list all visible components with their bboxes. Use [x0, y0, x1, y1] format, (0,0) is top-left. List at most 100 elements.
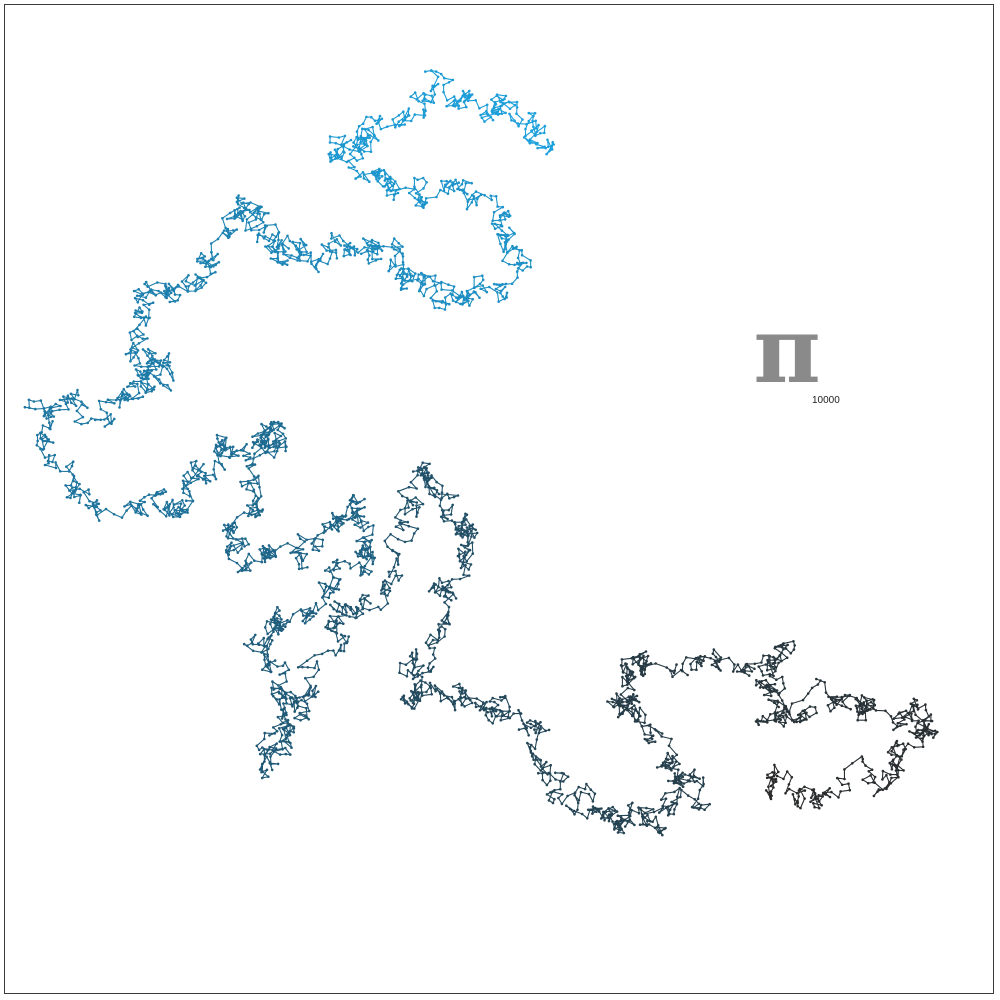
walk-dot [455, 296, 458, 300]
walk-dot [369, 556, 373, 559]
walk-dot [699, 661, 703, 665]
walk-dot [823, 681, 826, 684]
walk-dot [164, 291, 168, 295]
walk-dot [338, 567, 342, 570]
walk-dot [214, 270, 217, 274]
walk-dot [461, 686, 464, 690]
walk-dot [283, 696, 287, 700]
walk-dot [445, 616, 449, 620]
walk-dot [415, 652, 419, 655]
walk-dot [394, 277, 398, 281]
walk-dot [452, 95, 456, 98]
walk-dot [689, 775, 693, 778]
walk-dot [473, 197, 476, 201]
walk-dot [69, 496, 72, 500]
walk-dot [146, 368, 149, 372]
walk-dot [519, 712, 523, 715]
walk-dot [708, 802, 711, 806]
walk-dot [339, 244, 343, 247]
walk-dot [276, 257, 279, 260]
walk-dot [43, 456, 47, 459]
walk-dot [681, 771, 684, 775]
walk-dot [423, 474, 427, 478]
walk-dot [277, 633, 280, 636]
walk-dot [424, 70, 427, 73]
walk-dot [468, 524, 471, 528]
walk-dot [532, 758, 535, 761]
walk-dot [462, 191, 466, 195]
walk-dot [506, 251, 509, 254]
walk-dot [396, 191, 400, 195]
walk-dot [73, 398, 76, 401]
walk-dot [86, 406, 89, 410]
walk-dot [200, 286, 203, 289]
walk-dot [285, 733, 289, 736]
walk-dot [296, 550, 299, 554]
walk-dot [547, 145, 550, 148]
walk-dot [443, 601, 446, 604]
walk-dot [156, 505, 159, 509]
walk-dot [768, 664, 772, 667]
walk-dot [856, 718, 859, 722]
walk-dot [121, 390, 124, 394]
walk-dot [532, 114, 535, 118]
walk-dot [447, 591, 450, 594]
walk-dot [701, 776, 705, 779]
walk-dot [342, 254, 346, 258]
walk-dot [423, 465, 426, 469]
walk-dot [434, 590, 437, 594]
walk-dot [816, 683, 820, 686]
walk-dot [159, 373, 162, 376]
walk-dot [450, 578, 454, 581]
walk-dot [775, 657, 779, 661]
walk-dot [457, 547, 460, 551]
walk-dot [243, 545, 246, 548]
walk-dot [430, 94, 434, 98]
walk-dot [69, 484, 73, 487]
walk-dot [281, 721, 285, 725]
walk-dot [81, 415, 85, 419]
walk-dot [860, 710, 863, 714]
walk-dot [824, 793, 827, 796]
walk-dot [428, 492, 431, 496]
walk-dot [367, 262, 371, 265]
walk-dot [141, 292, 144, 295]
walk-dot [263, 626, 267, 629]
walk-dot [812, 801, 815, 805]
walk-dot [309, 254, 313, 257]
walk-dot [551, 140, 554, 144]
walk-dot [336, 156, 339, 160]
walk-dot [159, 359, 163, 362]
walk-dot [286, 618, 289, 622]
walk-dot [391, 549, 394, 553]
walk-dot [672, 671, 676, 675]
walk-dot [513, 263, 516, 267]
walk-dot [157, 365, 161, 368]
walk-dot [315, 263, 318, 267]
walk-dot [348, 502, 352, 506]
walk-dot [649, 731, 652, 734]
walk-dot [520, 719, 524, 722]
walk-dot [106, 417, 109, 421]
walk-dot [475, 203, 478, 207]
walk-dot [298, 713, 302, 716]
walk-dot [469, 698, 472, 702]
walk-dot [272, 239, 275, 242]
walk-dot [224, 548, 228, 552]
walk-dot [332, 607, 336, 611]
walk-dot [356, 501, 360, 505]
walk-dot [641, 665, 644, 669]
walk-segment [297, 620, 350, 702]
walk-dot [243, 564, 246, 568]
walk-dot [693, 798, 696, 801]
walk-dot [327, 242, 331, 245]
walk-dot [691, 775, 695, 779]
walk-dot [440, 625, 443, 628]
walk-dot [753, 667, 756, 671]
walk-dot [80, 422, 83, 426]
walk-dot [894, 741, 898, 744]
walk-dot [352, 246, 355, 249]
walk-dot [141, 348, 145, 351]
walk-dot [458, 559, 462, 563]
walk-dot [340, 155, 344, 158]
